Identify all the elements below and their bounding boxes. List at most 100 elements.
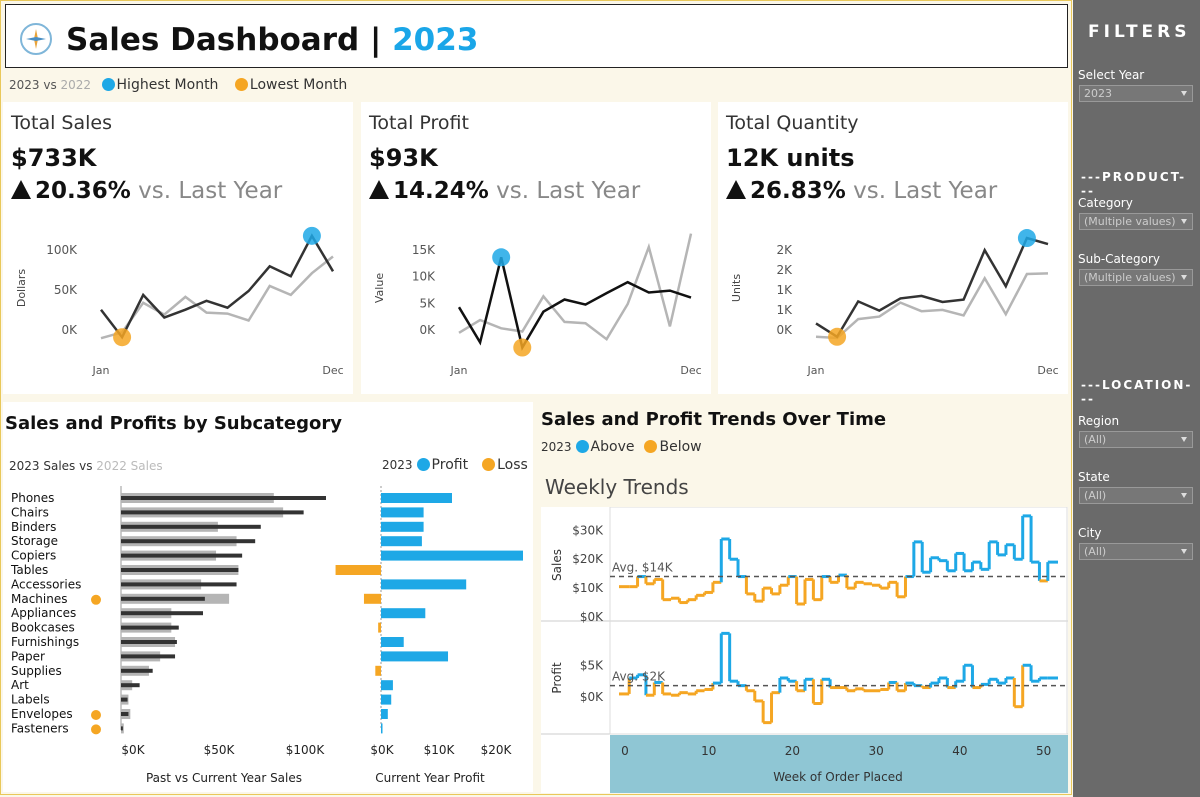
y-axis-label: Units	[730, 274, 743, 302]
kpi-value: $733K	[11, 144, 97, 172]
sales-axis-label: Sales	[550, 549, 564, 581]
kpi-delta-vs: vs. Last Year	[130, 178, 283, 204]
chevron-down-icon	[1181, 219, 1187, 224]
lowest-month-marker	[513, 338, 532, 357]
y-axis-label: Dollars	[15, 269, 28, 308]
lowest-month-marker	[828, 327, 847, 346]
highest-month-marker	[492, 248, 511, 267]
profit-bar	[381, 651, 449, 662]
subcategory-panel	[3, 402, 533, 792]
y-tick-label: 2K	[776, 243, 793, 257]
kpi-delta-vs: vs. Last Year	[845, 178, 998, 204]
filters-heading: FILTERS	[1088, 22, 1191, 42]
kpi-delta-value: 26.83%	[750, 178, 846, 204]
subcategory-label: Paper	[11, 649, 45, 663]
subcategory-label: Envelopes	[11, 707, 73, 721]
city-dropdown[interactable]: (All)	[1079, 543, 1193, 560]
current-year-sales-bar	[121, 582, 237, 587]
subcategory-label: Copiers	[11, 549, 56, 563]
loss-flag-dot	[91, 724, 101, 735]
lowest-month-dot	[234, 78, 248, 91]
x-axis-band	[610, 735, 1068, 793]
current-year-sales-bar	[121, 668, 153, 673]
current-year-sales-bar	[121, 596, 205, 601]
legend-previous-year: 2022	[60, 78, 92, 92]
profit-bar	[381, 536, 422, 547]
sales-sparkline-chart: Dollars 100K 50K 0K Jan Dec	[15, 226, 344, 377]
x-tick-label: Dec	[322, 364, 343, 377]
x-axis-title: Week of Order Placed	[773, 770, 903, 784]
current-year-line	[815, 236, 1049, 339]
kpi-value: 12K units	[726, 144, 855, 172]
y-tick-label: 10K	[412, 270, 436, 284]
profit-legend: 2023 Profit Loss	[382, 457, 528, 473]
legend-current-year: 2023	[9, 78, 40, 92]
profit-axis-label: Profit	[550, 662, 564, 694]
legend-highest: Highest Month	[116, 77, 219, 93]
chevron-down-icon	[1181, 549, 1187, 554]
current-year-sales-bar	[121, 625, 179, 630]
profit-bar	[378, 622, 381, 633]
sales-axis-tick: $50K	[204, 743, 236, 757]
profit-average-label: Avg. $2K	[612, 670, 666, 684]
subcategory-dropdown[interactable]: (Multiple values)	[1079, 269, 1193, 286]
state-dropdown[interactable]: (All)	[1079, 487, 1193, 504]
y-tick-label: 5K	[419, 296, 436, 310]
month-legend: 2023 vs 2022 Highest Month Lowest Month	[9, 77, 347, 93]
location-heading: ---LOCATION---	[1081, 378, 1193, 406]
sales-y-tick: $30K	[572, 523, 604, 537]
profit-bar	[381, 694, 392, 705]
kpi-value: $93K	[369, 144, 438, 172]
trends-legend-year: 2023	[541, 440, 572, 454]
week-x-tick: 50	[1036, 744, 1051, 758]
current-year-sales-bar	[121, 697, 128, 702]
sales-axis-title: Past vs Current Year Sales	[146, 771, 302, 785]
chevron-down-icon	[1181, 437, 1187, 442]
category-dropdown[interactable]: (Multiple values)	[1079, 213, 1193, 230]
profit-axis-tick: $10K	[424, 743, 456, 757]
kpi-delta-vs: vs. Last Year	[488, 178, 641, 204]
subcategory-label: Furnishings	[11, 635, 79, 649]
current-year-sales-bar	[121, 654, 176, 659]
select-year-dropdown[interactable]: 2023	[1079, 85, 1193, 102]
week-x-tick: 20	[785, 744, 800, 758]
subcategory-label: Binders	[11, 520, 56, 534]
subcategory-label: Sub-Category	[1078, 252, 1160, 266]
kpi-delta-value: 14.24%	[393, 178, 489, 204]
profit-bar	[381, 723, 383, 734]
up-triangle-icon	[369, 180, 389, 199]
profit-bar	[381, 608, 426, 619]
profit-bar	[381, 493, 452, 503]
subcategory-value: (Multiple values)	[1084, 271, 1176, 284]
legend-previous: 2022	[96, 459, 127, 473]
profit-bar	[381, 637, 404, 647]
profit-legend-label: Profit	[431, 457, 469, 473]
region-dropdown[interactable]: (All)	[1079, 431, 1193, 448]
kpi-title: Total Profit	[369, 112, 469, 134]
chevron-down-icon	[1181, 493, 1187, 498]
profit-y-tick: $5K	[580, 658, 604, 672]
profit-bar	[363, 593, 381, 604]
y-tick-label: 0K	[61, 323, 78, 337]
chevron-down-icon	[1181, 275, 1187, 280]
week-x-tick: 40	[952, 744, 967, 758]
x-tick-label: Jan	[450, 364, 468, 377]
y-tick-label: 100K	[46, 243, 78, 257]
previous-year-line	[100, 255, 334, 340]
lowest-month-marker	[113, 328, 132, 347]
profit-axis-tick: $0K	[370, 743, 394, 757]
current-year-sales-bar	[121, 553, 243, 558]
y-axis-label: Value	[373, 273, 386, 303]
legend-lowest: Lowest Month	[249, 77, 348, 93]
select-year-value: 2023	[1084, 87, 1112, 100]
subcategory-label: Storage	[11, 534, 58, 548]
legend-tail: Sales	[126, 459, 163, 473]
kpi-delta: 14.24% vs. Last Year	[369, 178, 640, 204]
previous-year-line	[458, 233, 693, 342]
current-year-sales-bar	[121, 712, 129, 716]
x-tick-label: Jan	[807, 364, 825, 377]
city-label: City	[1078, 526, 1102, 540]
profit-legend-year: 2023	[382, 458, 413, 472]
kpi-title: Total Sales	[11, 112, 112, 134]
loss-flag-dot	[91, 710, 101, 720]
